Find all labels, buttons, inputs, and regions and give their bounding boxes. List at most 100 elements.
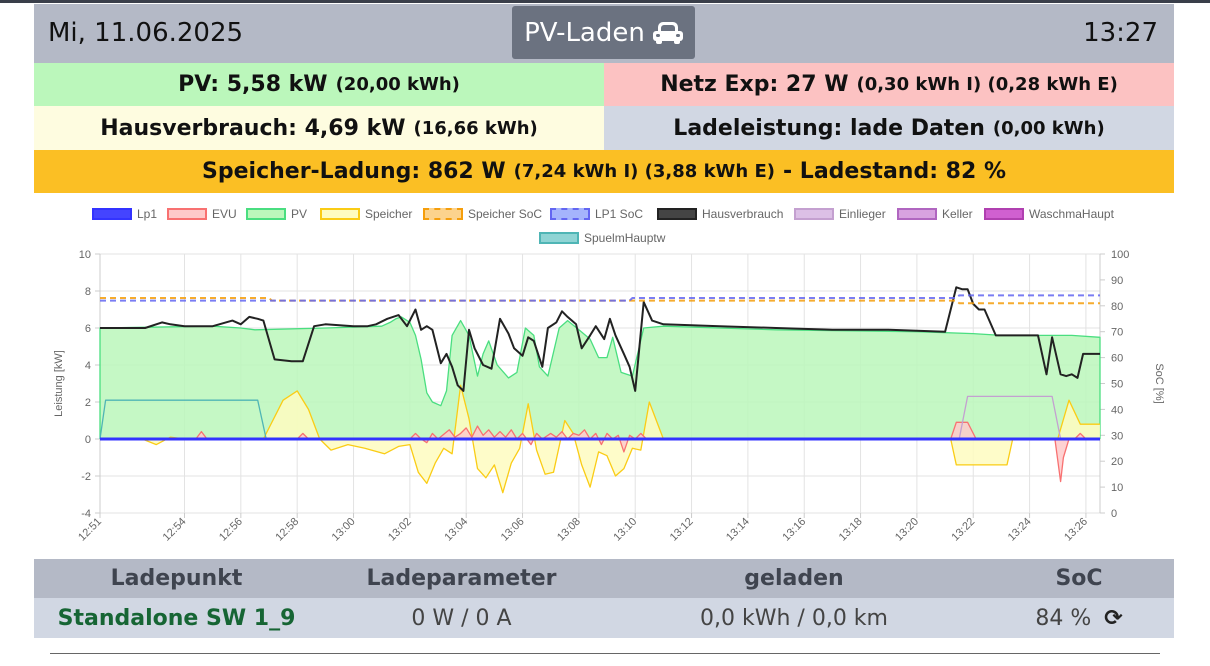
legend-label: Lp1 <box>137 207 158 221</box>
series-line-evu <box>100 421 1100 483</box>
legend-swatch <box>550 208 590 220</box>
x-tick-label: 12:56 <box>217 516 245 544</box>
x-tick-label: 13:26 <box>1062 516 1090 544</box>
legend-swatch <box>794 208 834 220</box>
y2-tick-label: 10 <box>1111 482 1123 494</box>
header-bar: Mi, 11.06.2025 PV-Laden 13:27 <box>34 4 1174 63</box>
header-date: Mi, 11.06.2025 <box>48 18 244 48</box>
x-tick-label: 13:20 <box>893 516 921 544</box>
grid-detail: (0,30 kWh I) (0,28 kWh E) <box>856 74 1118 95</box>
soc-value: 84 % <box>1035 605 1092 631</box>
charge-power-label: Ladeleistung: lade Daten <box>673 115 985 141</box>
legend-label: EVU <box>212 207 237 221</box>
x-tick-label: 13:24 <box>1006 516 1034 544</box>
x-tick-label: 13:14 <box>724 516 752 544</box>
header-ladepunkt: Ladepunkt <box>110 566 243 591</box>
house-consumption-summary: Hausverbrauch: 4,69 kW (16,66 kWh) <box>34 106 604 150</box>
legend-item-lp1[interactable]: Lp1 <box>92 207 157 221</box>
storage-soc: - Ladestand: 82 % <box>783 159 1006 184</box>
legend-label: LP1 SoC <box>595 207 644 221</box>
refresh-icon[interactable]: ⟳ <box>1104 605 1123 631</box>
legend-label: Speicher SoC <box>468 207 543 221</box>
legend-swatch <box>897 208 937 220</box>
soc-cell: 84 % ⟳ <box>984 606 1174 631</box>
table-row: Standalone SW 1_9 0 W / 0 A 0,0 kWh / 0,… <box>34 598 1174 638</box>
house-detail: (16,66 kWh) <box>413 117 538 139</box>
charge-point-name[interactable]: Standalone SW 1_9 <box>57 605 296 631</box>
y2-tick-label: 0 <box>1111 508 1117 520</box>
legend-item-einlieger[interactable]: Einlieger <box>794 207 886 221</box>
legend-swatch <box>246 208 286 220</box>
x-tick-label: 13:16 <box>780 516 808 544</box>
x-tick-label: 13:04 <box>442 516 470 544</box>
legend-swatch <box>92 208 132 220</box>
legend-label: Keller <box>942 207 973 221</box>
x-tick-label: 13:12 <box>668 516 696 544</box>
x-tick-label: 13:06 <box>499 516 527 544</box>
legend-label: Einlieger <box>839 207 886 221</box>
legend-label: Speicher <box>365 207 413 221</box>
y2-tick-label: 20 <box>1111 456 1123 468</box>
storage-detail: (7,24 kWh I) (3,88 kWh E) <box>513 161 776 182</box>
legend-item-lp1-soc[interactable]: LP1 SoC <box>550 207 643 221</box>
pv-label: PV: 5,58 kW <box>178 72 328 97</box>
y2-tick-label: 70 <box>1111 327 1123 339</box>
legend-swatch <box>984 208 1024 220</box>
charge-mode-button[interactable]: PV-Laden <box>512 6 695 59</box>
chart-legend: Lp1 EVU PV Speicher Speicher SoC LP1 SoC Hausv… <box>34 207 1174 247</box>
legend-label: WaschmaHaupt <box>1029 207 1114 221</box>
house-label: Hausverbrauch: 4,69 kW <box>100 115 406 141</box>
y-tick-label: -2 <box>81 471 91 483</box>
x-tick-label: 12:54 <box>161 516 189 544</box>
x-tick-label: 13:02 <box>386 516 414 544</box>
y-tick-label: 0 <box>85 434 91 446</box>
footer-divider <box>50 653 1160 654</box>
legend-item-keller[interactable]: Keller <box>897 207 973 221</box>
legend-swatch <box>657 208 697 220</box>
legend-item-speicher-soc[interactable]: Speicher SoC <box>423 207 542 221</box>
y2-tick-label: 80 <box>1111 301 1123 313</box>
y-tick-label: 6 <box>85 323 91 335</box>
pv-detail: (20,00 kWh) <box>335 74 460 95</box>
soc-line-lp1-soc <box>100 294 1100 302</box>
grid-label: Netz Exp: 27 W <box>660 72 849 97</box>
y-axis-title: Leistung [kW] <box>53 350 65 417</box>
charge-power-summary: Ladeleistung: lade Daten (0,00 kWh) <box>604 106 1174 150</box>
charged-amount: 0,0 kWh / 0,0 km <box>700 605 888 631</box>
y2-axis-title: SoC [%] <box>1153 363 1165 403</box>
legend-item-pv[interactable]: PV <box>246 207 307 221</box>
legend-swatch <box>423 208 463 220</box>
legend-swatch <box>539 232 579 244</box>
x-tick-label: 12:58 <box>273 516 301 544</box>
storage-summary: Speicher-Ladung: 862 W (7,24 kWh I) (3,8… <box>34 150 1174 193</box>
legend-label: PV <box>291 207 308 221</box>
legend-item-evu[interactable]: EVU <box>167 207 237 221</box>
legend-item-hausverbrauch[interactable]: Hausverbrauch <box>657 207 783 221</box>
y-tick-label: 8 <box>85 286 91 298</box>
y-tick-label: -4 <box>81 508 91 520</box>
legend-swatch <box>167 208 207 220</box>
charge-params: 0 W / 0 A <box>411 605 512 631</box>
x-tick-label: 13:00 <box>330 516 358 544</box>
y2-tick-label: 60 <box>1111 353 1123 365</box>
legend-label: Hausverbrauch <box>702 207 784 221</box>
legend-item-speicher[interactable]: Speicher <box>320 207 412 221</box>
car-icon <box>652 21 683 44</box>
legend-swatch <box>320 208 360 220</box>
charge-mode-label: PV-Laden <box>524 17 645 48</box>
table-header: Ladepunkt Ladeparameter geladen SoC <box>34 559 1174 598</box>
y2-tick-label: 40 <box>1111 404 1123 416</box>
header-soc: SoC <box>1055 566 1103 591</box>
y2-tick-label: 100 <box>1111 249 1129 261</box>
charge-power-detail: (0,00 kWh) <box>992 117 1105 139</box>
soc-line-speicher-soc <box>100 297 1100 305</box>
legend-item-spuelmhauptw[interactable]: SpuelmHauptw <box>539 231 665 245</box>
header-geladen: geladen <box>744 566 844 591</box>
legend-item-waschmahaupt[interactable]: WaschmaHaupt <box>984 207 1114 221</box>
pv-summary: PV: 5,58 kW (20,00 kWh) <box>34 63 604 106</box>
y-tick-label: 2 <box>85 397 91 409</box>
y-tick-label: 4 <box>85 360 91 372</box>
x-tick-label: 13:08 <box>555 516 583 544</box>
series-line-pv <box>99 316 1101 439</box>
